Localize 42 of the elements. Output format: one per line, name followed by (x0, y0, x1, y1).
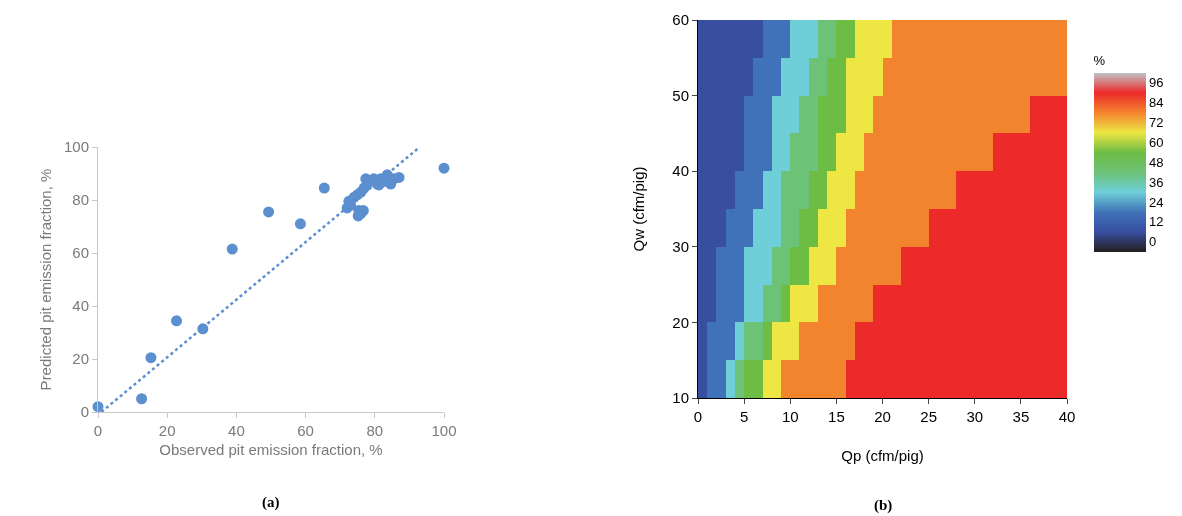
y-tick-label: 40 (72, 297, 89, 315)
y-tick-label: 100 (63, 138, 89, 156)
text: (a) (262, 494, 280, 511)
y-tick-label: 60 (672, 11, 689, 29)
text: (b) (874, 497, 893, 514)
color-bar-title: % (1093, 53, 1106, 69)
x-tick-label: 20 (158, 422, 176, 439)
y-tick-label: 40 (672, 162, 689, 180)
y-tick-label: 10 (672, 389, 689, 407)
x-tick-label: 30 (966, 408, 984, 425)
y-axis-title: Qw (cfm/pig) (629, 166, 647, 252)
color-bar-label: 24 (1149, 194, 1164, 210)
x-tick-label: 5 (739, 408, 749, 425)
color-bar-label: 48 (1149, 154, 1164, 170)
x-tick-label: 80 (366, 422, 384, 439)
color-bar-label: 12 (1149, 214, 1164, 230)
x-tick-label: 60 (297, 422, 314, 439)
y-tick-label: 60 (72, 244, 89, 262)
x-tick-label: 10 (781, 408, 799, 425)
x-axis-title: Observed pit emission fraction, % (159, 441, 383, 458)
x-tick-label: 15 (828, 408, 845, 425)
color-bar-label: 84 (1149, 95, 1164, 111)
color-bar-label: 0 (1149, 234, 1157, 250)
y-axis-title: Predicted pit emission fraction, % (37, 168, 55, 391)
x-tick-label: 100 (431, 422, 457, 439)
x-axis-title: Qp (cfm/pig) (841, 447, 924, 464)
color-bar-label: 60 (1149, 134, 1164, 150)
y-tick-label: 50 (672, 86, 689, 104)
y-tick-label: 80 (72, 191, 89, 209)
x-tick-label: 40 (228, 422, 245, 439)
color-bar-label: 36 (1149, 174, 1164, 190)
y-tick-label: 30 (672, 238, 689, 256)
x-tick-label: 0 (693, 408, 703, 425)
x-tick-label: 35 (1012, 408, 1030, 425)
y-tick-label: 20 (72, 350, 89, 368)
color-bar-label: 96 (1149, 75, 1164, 91)
x-tick-label: 0 (93, 422, 103, 439)
color-bar-label: 72 (1149, 114, 1164, 130)
x-tick-label: 20 (874, 408, 891, 425)
x-tick-label: 40 (1058, 408, 1076, 425)
x-tick-label: 25 (920, 408, 937, 425)
y-tick-label: 20 (672, 313, 689, 331)
